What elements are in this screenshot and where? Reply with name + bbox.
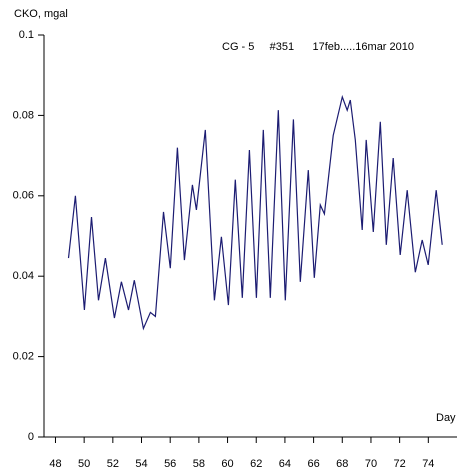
x-tick-label: 60: [221, 458, 233, 470]
x-tick-label: 68: [336, 458, 348, 470]
x-tick-label: 74: [422, 458, 434, 470]
x-tick-label: 72: [394, 458, 406, 470]
y-tick-label: 0.08: [13, 109, 34, 121]
x-tick-label: 50: [78, 458, 90, 470]
x-tick-label: 52: [107, 458, 119, 470]
x-tick-label: 56: [164, 458, 176, 470]
y-tick-label: 0.02: [13, 351, 34, 363]
x-tick-label: 48: [49, 458, 61, 470]
x-tick-label: 54: [135, 458, 147, 470]
y-tick-label: 0.04: [13, 270, 34, 282]
x-tick-label: 64: [279, 458, 291, 470]
y-axis-label: CKO, mgal: [14, 8, 68, 20]
y-tick-label: 0.1: [19, 29, 34, 41]
x-axis-label: Day: [436, 412, 456, 424]
annotation: CG - 5 #351 17feb.....16mar 2010: [222, 41, 414, 53]
y-tick-label: 0.06: [13, 190, 34, 202]
y-tick-label: 0: [28, 431, 34, 443]
data-line: [67, 94, 443, 331]
x-tick-label: 66: [307, 458, 319, 470]
x-tick-label: 58: [193, 458, 205, 470]
x-tick-label: 62: [250, 458, 262, 470]
x-tick-label: 70: [365, 458, 377, 470]
